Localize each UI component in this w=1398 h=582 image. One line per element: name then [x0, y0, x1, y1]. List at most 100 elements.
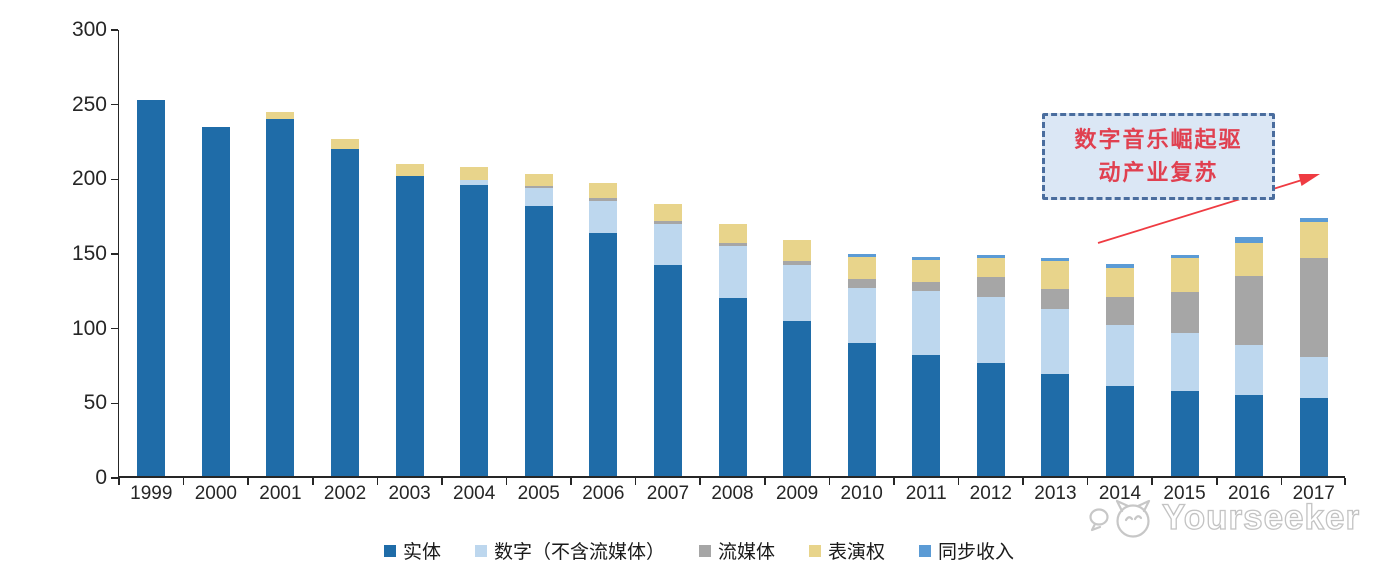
bar-segment-streaming	[653, 220, 682, 224]
bar-segment-performance-rights	[976, 258, 1005, 278]
x-axis-tick-mark	[1344, 478, 1346, 485]
bar-segment-performance-rights	[718, 223, 747, 244]
x-axis-tick-mark	[634, 478, 637, 485]
bar-segment-physical	[460, 184, 489, 476]
y-axis-tick-label: 300	[71, 18, 107, 41]
bar-segment-streaming	[1235, 275, 1264, 345]
bar-segment-physical	[783, 320, 812, 476]
bar-segment-performance-rights	[460, 166, 489, 181]
x-axis-tick-mark	[763, 478, 766, 485]
bar-group-2016	[1235, 237, 1264, 476]
y-axis-tick-mark	[111, 29, 118, 31]
bar-segment-performance-rights	[395, 163, 424, 176]
bar-segment-physical	[524, 205, 553, 476]
annotation-callout: 数字音乐崛起驱 动产业复苏	[1042, 113, 1275, 200]
x-axis-tick-mark	[957, 478, 960, 485]
bar-segment-streaming	[524, 186, 553, 188]
bar-segment-performance-rights	[1105, 268, 1134, 297]
bar-segment-digital-excl-streaming	[1041, 308, 1070, 375]
bar-segment-physical	[653, 265, 682, 476]
legend-label: 流媒体	[717, 541, 775, 563]
bar-segment-streaming	[783, 260, 812, 266]
y-axis-tick-label: 200	[71, 167, 107, 191]
x-axis-tick-mark	[1086, 478, 1089, 485]
bar-segment-physical	[1299, 398, 1328, 476]
x-axis-tick-mark	[828, 478, 831, 485]
bar-group-1999	[137, 99, 166, 476]
x-axis-tick-mark	[441, 478, 443, 485]
legend-swatch-sync-revenue	[919, 544, 932, 557]
x-axis-category-label: 2007	[646, 483, 690, 504]
bar-group-2002	[331, 138, 360, 476]
x-axis-category-label: 2010	[840, 483, 883, 504]
legend-label: 实体	[402, 541, 441, 563]
bar-segment-performance-rights	[1170, 258, 1199, 293]
legend-item-streaming: 流媒体	[698, 537, 775, 564]
x-axis-tick-mark	[1151, 478, 1154, 485]
y-axis-tick-label: 250	[71, 92, 107, 116]
watermark: Yourseeker	[1086, 496, 1360, 540]
bar-segment-physical	[1105, 386, 1134, 476]
bar-group-2007	[653, 204, 682, 476]
bar-segment-streaming	[912, 281, 941, 291]
x-axis-category-label: 2000	[194, 483, 237, 504]
y-axis-tick-label: 100	[71, 316, 107, 340]
bar-group-2011	[912, 256, 941, 476]
bar-segment-performance-rights	[1235, 243, 1264, 276]
bar-group-2008	[718, 223, 747, 476]
bar-segment-digital-excl-streaming	[1235, 344, 1264, 396]
bar-segment-physical	[912, 355, 941, 476]
bar-segment-streaming	[1041, 289, 1070, 309]
x-axis-category-label: 2012	[969, 483, 1012, 504]
bar-segment-digital-excl-streaming	[847, 287, 876, 344]
bar-segment-digital-excl-streaming	[1105, 325, 1134, 387]
bar-group-2005	[524, 174, 553, 476]
watermark-text: Yourseeker	[1161, 497, 1361, 537]
bar-segment-performance-rights	[524, 174, 553, 187]
bar-segment-performance-rights	[1041, 261, 1070, 290]
x-axis-tick-mark	[699, 478, 701, 485]
legend-swatch-physical	[383, 544, 396, 557]
bar-segment-physical	[395, 175, 424, 476]
plot-area: 0 50 100 150 200 250 300 1999 2000 2001 2002 2003 20…	[72, 18, 1346, 504]
y-axis-tick-mark	[111, 477, 118, 479]
x-axis-category-label: 2015	[1163, 483, 1206, 504]
x-axis-tick-mark	[311, 478, 314, 485]
x-axis-category-label: 2002	[323, 483, 367, 504]
bar-segment-sync-revenue	[976, 255, 1005, 258]
bar-segment-performance-rights	[331, 138, 360, 149]
y-axis-tick-mark	[111, 103, 118, 106]
x-axis-tick-mark	[1022, 478, 1024, 485]
x-axis-category-label: 2016	[1227, 483, 1271, 504]
legend-swatch-performance-rights	[809, 544, 821, 557]
legend-label: 同步收入	[938, 541, 1015, 563]
bar-group-2010	[847, 253, 876, 476]
bar-segment-digital-excl-streaming	[589, 201, 618, 233]
y-axis-tick-mark	[111, 178, 118, 181]
x-axis-category-label: 2001	[259, 483, 302, 504]
bar-segment-physical	[976, 362, 1005, 476]
bar-segment-sync-revenue	[912, 256, 941, 260]
annotation-line2: 动产业复苏	[1098, 159, 1219, 186]
legend-item-physical: 实体	[383, 537, 441, 564]
bar-segment-digital-excl-streaming	[718, 246, 747, 299]
x-axis-tick-mark	[1280, 478, 1283, 485]
bar-segment-digital-excl-streaming	[653, 223, 682, 266]
x-axis-category-label: 2006	[582, 483, 625, 504]
bar-group-2015	[1170, 255, 1199, 476]
x-axis-tick-mark	[1216, 478, 1218, 485]
bar-segment-physical	[201, 126, 230, 476]
bar-segment-performance-rights	[266, 111, 295, 120]
bar-segment-performance-rights	[847, 256, 876, 279]
bar-segment-digital-excl-streaming	[783, 265, 812, 321]
bar-segment-streaming	[589, 198, 618, 202]
bar-segment-physical	[1041, 374, 1070, 476]
bar-group-2003	[395, 163, 424, 476]
annotation-line1: 数字音乐崛起驱	[1074, 126, 1243, 153]
legend-swatch-digital-excl-streaming	[474, 544, 487, 557]
bar-segment-sync-revenue	[1299, 217, 1328, 223]
bar-group-2012	[976, 255, 1005, 476]
x-axis-tick-mark	[376, 478, 379, 485]
bar-segment-physical	[718, 298, 747, 476]
legend-item-performance-rights: 表演权	[809, 537, 885, 564]
